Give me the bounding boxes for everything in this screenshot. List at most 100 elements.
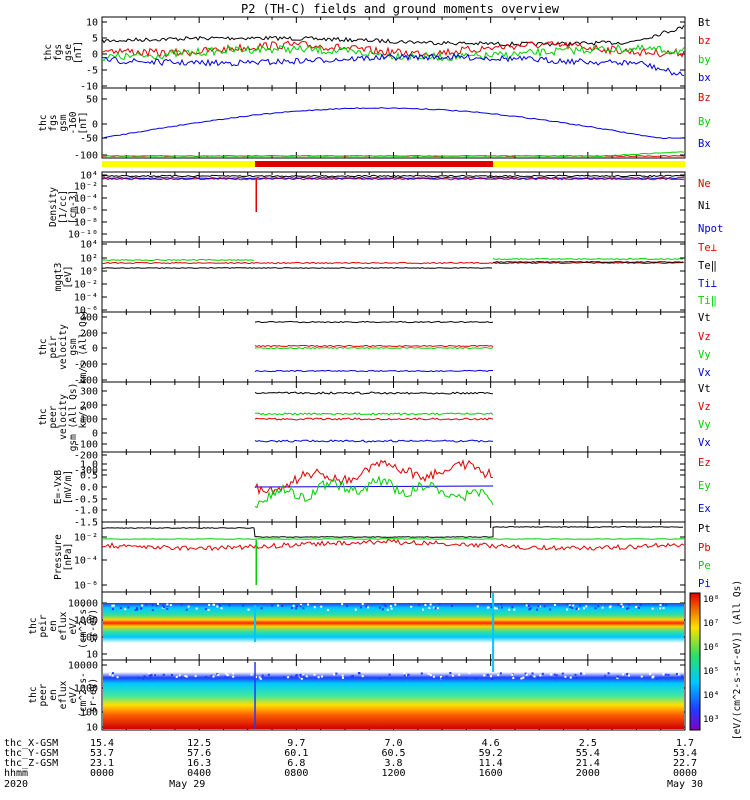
bt-trace <box>101 25 685 47</box>
panel-ytick: 1000 <box>74 684 98 695</box>
spectrogram-noise <box>539 674 542 677</box>
ey-trace <box>254 475 494 509</box>
panel-ytick: 10 <box>86 650 98 661</box>
legend-Vz: Vz <box>698 331 711 343</box>
footer-value: 0000 <box>673 768 697 779</box>
spectrogram-noise <box>166 603 169 606</box>
spectrogram-noise <box>601 606 604 609</box>
spectrogram-noise <box>656 677 659 680</box>
panel-ylabel: sr-eV) <box>88 678 99 712</box>
footer-row-label: thc_Y-GSM <box>4 748 58 759</box>
spectrogram-noise <box>136 608 139 611</box>
panel-ytick: 200 <box>80 329 98 340</box>
spectrogram-noise <box>111 608 114 611</box>
legend-Pb: Pb <box>698 542 711 554</box>
spectrogram-noise <box>162 604 165 607</box>
spectrogram-noise <box>637 606 640 609</box>
pb-trace <box>101 539 685 552</box>
colorbar-tick: 10⁵ <box>703 667 719 677</box>
spectrogram-noise <box>187 605 190 608</box>
footer-value: 15.4 <box>90 738 114 749</box>
legend-Ey: Ey <box>698 480 711 492</box>
spectrogram-noise <box>627 607 630 610</box>
panel-ytick: 10⁻⁶ <box>74 581 98 592</box>
panel-ytick: -1.0 <box>74 506 98 517</box>
spectrogram-noise <box>651 607 654 610</box>
spectrogram-noise <box>333 673 336 676</box>
footer-value: 16.3 <box>187 758 211 769</box>
panel-ytick: 0.5 <box>80 471 98 482</box>
panel-ylabel: sr-eV) <box>88 609 99 643</box>
panel-ylabel: en <box>48 689 59 700</box>
legend-bz: bz <box>698 35 711 47</box>
footer-value: 7.0 <box>384 738 402 749</box>
spectrogram-noise <box>216 605 219 608</box>
spectrogram-noise <box>580 672 583 675</box>
spectrogram-noise <box>616 675 619 678</box>
spectrogram-noise <box>659 607 662 610</box>
spectrogram-noise <box>157 603 160 606</box>
spectrogram-noise <box>155 604 158 607</box>
spectrogram-noise <box>604 675 607 678</box>
vt-ele-trace <box>254 391 494 395</box>
ex-trace <box>255 485 494 488</box>
spectrogram-noise <box>386 608 389 611</box>
spectrogram-noise <box>169 604 172 607</box>
spectrogram-noise <box>179 676 182 679</box>
spectrogram-noise <box>622 673 625 676</box>
npot-trace <box>101 176 684 180</box>
spectrogram-noise <box>267 673 270 676</box>
spectrogram-noise <box>529 607 532 610</box>
spectrogram-noise <box>313 673 316 676</box>
spectrogram-noise <box>525 604 528 607</box>
spectrogram-noise <box>358 672 361 675</box>
spectrogram-noise <box>424 603 427 606</box>
spectrogram-noise <box>533 675 536 678</box>
spectrogram-noise <box>497 674 500 677</box>
spectrogram-noise <box>178 674 181 677</box>
spectrogram-noise <box>166 607 169 610</box>
spectrogram-noise <box>553 604 556 607</box>
footer-value: 2.5 <box>579 738 597 749</box>
spectrogram-noise <box>141 604 144 607</box>
spectrogram-noise <box>403 672 406 675</box>
ion-spectrogram <box>103 603 684 643</box>
spectrogram-noise <box>432 606 435 609</box>
legend-Bx: Bx <box>698 138 711 150</box>
spectrogram-noise <box>664 673 667 676</box>
spectrogram-noise <box>154 674 157 677</box>
mode-bar-slow <box>102 161 256 167</box>
spectrogram-noise <box>403 674 406 677</box>
spectrogram-noise <box>217 673 220 676</box>
by-gsm-trace <box>101 151 685 157</box>
spectrogram-noise <box>429 674 432 677</box>
panel-ytick: 200 <box>80 401 98 412</box>
panel-4: mgqt3 [eV] 10⁴ 10² 10⁰ 10⁻² 10⁻⁴ 10⁻⁶ Te⊥ Te‖ Ti⊥ T… <box>53 240 717 317</box>
footer-value: 1200 <box>381 768 405 779</box>
panel-ytick: 10⁻² <box>74 280 98 291</box>
spectrogram-noise <box>367 606 370 609</box>
spectrogram-noise <box>302 673 305 676</box>
panel-6: thc peer velocity gsm (All Qs) km/s 300 200 100… <box>38 381 711 477</box>
footer-row-label: thc_Z-GSM <box>4 758 58 769</box>
footer-year: 2020 <box>4 779 28 790</box>
panel-ylabel: peer <box>38 683 49 706</box>
spectrogram-noise <box>212 675 215 678</box>
panel-ylabel: [nT] <box>78 112 89 135</box>
footer-row-label: hhmm <box>4 768 28 779</box>
legend-Te⊥: Te⊥ <box>698 242 717 254</box>
spectrogram-noise <box>566 603 569 606</box>
spectrogram-noise <box>621 605 624 608</box>
panel-ytick: 1000 <box>74 616 98 627</box>
by-trace <box>101 44 685 62</box>
spectrogram-noise <box>438 603 441 606</box>
panel-ylabel: km/s <box>78 406 89 429</box>
spectrogram-noise <box>346 604 349 607</box>
panel-ytick: 10⁻⁴ <box>74 293 98 304</box>
panel-2: thc fgs gsm -160 [nT] 50 0 -50 -100 Bz By Bx <box>38 87 711 162</box>
footer-value: 53.4 <box>673 748 697 759</box>
spectrogram-noise <box>496 607 499 610</box>
spectrogram-noise <box>163 606 166 609</box>
vt-ion-trace <box>254 320 494 324</box>
